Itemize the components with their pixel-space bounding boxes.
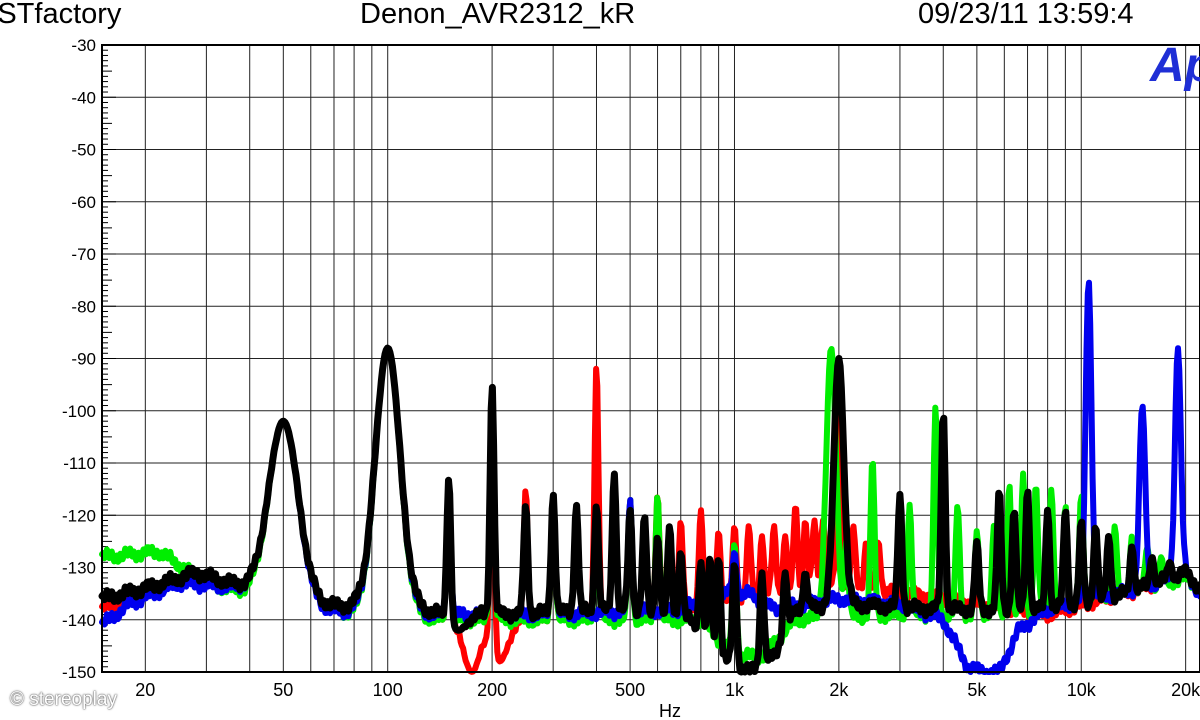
x-tick-label: 500 xyxy=(615,680,645,700)
series-line-4 xyxy=(98,344,1200,676)
x-tick-label: 2k xyxy=(829,680,849,700)
y-tick-label: -30 xyxy=(71,36,96,55)
y-tick-label: -50 xyxy=(71,141,96,160)
chart-axis-ticks xyxy=(102,44,116,673)
x-tick-label: 5k xyxy=(967,680,987,700)
x-tick-label: 1k xyxy=(725,680,745,700)
watermark: © stereoplay xyxy=(10,689,117,710)
y-tick-label: -140 xyxy=(62,611,96,630)
y-tick-label: -120 xyxy=(62,506,96,525)
x-tick-label: 50 xyxy=(273,680,293,700)
header-timestamp: 09/23/11 13:59:4 xyxy=(918,0,1134,30)
chart-series-group xyxy=(98,279,1200,676)
y-tick-label: -150 xyxy=(62,663,96,682)
x-tick-label: 10k xyxy=(1067,680,1097,700)
x-tick-label: 20 xyxy=(135,680,155,700)
y-tick-label: -40 xyxy=(71,88,96,107)
plot-frame xyxy=(101,44,1200,673)
x-tick-label: 100 xyxy=(373,680,403,700)
y-tick-label: -90 xyxy=(71,350,96,369)
x-tick-label: 20k xyxy=(1171,680,1200,700)
y-tick-label: -70 xyxy=(71,245,96,264)
chart-frame xyxy=(101,44,1200,673)
y-tick-label: -80 xyxy=(71,297,96,316)
header-source-label: ESTfactory xyxy=(0,0,122,30)
y-tick-label: -110 xyxy=(63,454,96,473)
x-tick-label: 200 xyxy=(477,680,507,700)
y-tick-label: -130 xyxy=(62,559,96,578)
chart-axis-labels: -30 -40 -50 -60 -70 -80 -90 -100 -110 -120 -130 -14… xyxy=(62,36,1200,720)
y-tick-label: -100 xyxy=(62,402,96,421)
y-tick-label: -60 xyxy=(71,193,96,212)
x-axis-label: Hz xyxy=(659,701,681,720)
brand-logo: Ap xyxy=(1150,39,1200,92)
chart-title: Denon_AVR2312_kR xyxy=(360,0,636,30)
